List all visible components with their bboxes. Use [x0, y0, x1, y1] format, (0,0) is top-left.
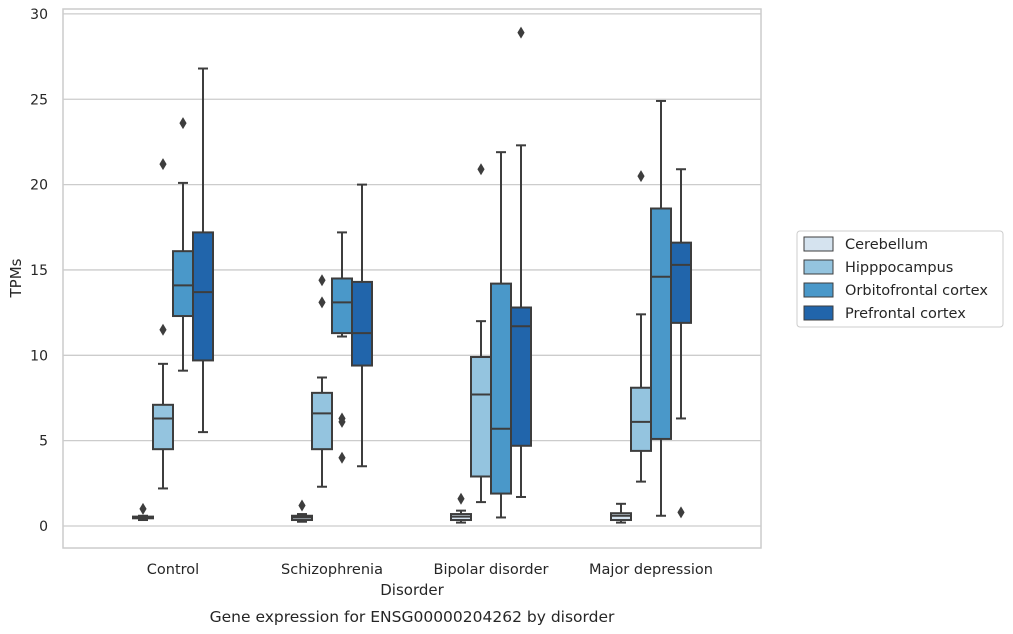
outlier-point [338, 451, 346, 464]
outlier-point [677, 506, 685, 519]
box-iqr [470, 356, 492, 478]
x-tick-label: Schizophrenia [281, 562, 383, 578]
box-iqr [650, 207, 672, 440]
box-1-1 [311, 274, 333, 488]
legend-swatch [803, 305, 834, 321]
legend-swatch [803, 236, 834, 252]
box-2-3 [510, 26, 532, 498]
outlier-point [298, 499, 306, 512]
outlier-point [318, 296, 326, 309]
legend-swatch [803, 282, 834, 298]
box-iqr [490, 282, 512, 495]
legend-label: Prefrontal cortex [845, 306, 966, 322]
outlier-point [159, 158, 167, 171]
outlier-point [139, 502, 147, 515]
legend-frame [796, 230, 1004, 328]
box-2-2 [490, 151, 512, 519]
box-1-0 [291, 499, 313, 523]
y-tick-label: 20 [30, 178, 48, 194]
y-tick-label: 15 [30, 263, 48, 279]
box-iqr [670, 241, 692, 324]
y-tick-labels: 0 5 10 15 20 25 30 [30, 7, 48, 535]
legend: Cerebellum Hipppocampus Orbitofrontal cort… [796, 230, 1004, 328]
y-tick-label: 5 [39, 434, 48, 450]
box-1-2 [331, 231, 353, 464]
x-tick-label: Major depression [589, 562, 713, 578]
box-2-0 [450, 492, 472, 524]
x-axis-label: Disorder [380, 581, 444, 599]
y-tick-label: 30 [30, 7, 48, 23]
outlier-point [457, 492, 465, 505]
box-iqr [630, 386, 652, 452]
outlier-point [318, 274, 326, 287]
box-3-2 [650, 99, 672, 517]
outlier-point [517, 26, 525, 39]
x-tick-labels: Control Schizophrenia Bipolar disorder Majo… [147, 562, 713, 578]
box-3-1 [630, 170, 652, 483]
y-tick-label: 0 [39, 519, 48, 535]
x-tick-label: Control [147, 562, 199, 578]
box-iqr [172, 250, 194, 318]
box-3-0 [610, 502, 632, 524]
y-tick-label: 25 [30, 92, 48, 108]
outlier-point [338, 412, 346, 425]
outlier-point [179, 117, 187, 130]
box-iqr [351, 280, 373, 367]
legend-label: Orbitofrontal cortex [845, 283, 988, 299]
box-iqr [152, 403, 174, 451]
legend-label: Cerebellum [845, 237, 928, 253]
outlier-point [159, 323, 167, 336]
box-0-2 [172, 117, 194, 372]
plot-area-frame [62, 8, 762, 549]
box-0-3 [192, 67, 214, 434]
box-1-3 [351, 183, 373, 468]
x-tick-label: Bipolar disorder [434, 562, 549, 578]
legend-label: Hipppocampus [845, 260, 953, 276]
box-0-1 [152, 158, 174, 490]
outlier-point [637, 170, 645, 183]
legend-swatch [803, 259, 834, 275]
y-tick-label: 10 [30, 348, 48, 364]
box-iqr [311, 391, 333, 451]
box-iqr [331, 277, 353, 335]
chart-title: Gene expression for ENSG00000204262 by d… [210, 608, 615, 626]
box-iqr [192, 231, 214, 362]
outlier-point [477, 163, 485, 176]
box-iqr [510, 306, 532, 447]
box-3-3 [670, 168, 692, 519]
box-0-0 [132, 502, 154, 522]
box-marks [132, 26, 692, 524]
box-2-1 [470, 163, 492, 504]
y-axis-label: TPMs [7, 258, 25, 298]
